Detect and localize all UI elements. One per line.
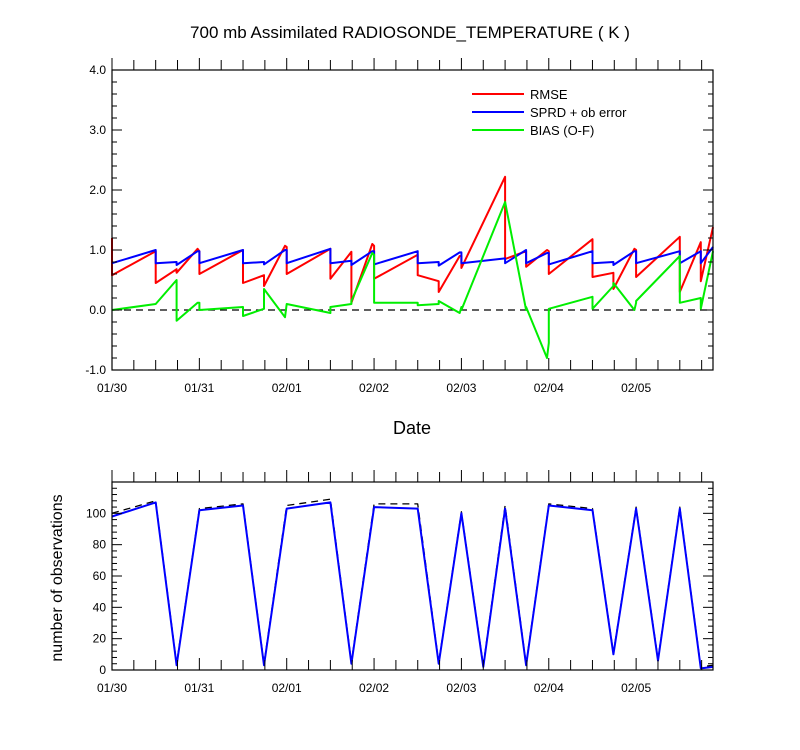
bot-x-tick-label: 02/01 (272, 681, 302, 695)
x-axis-title: Date (393, 418, 431, 438)
top-y-tick-label: 2.0 (89, 183, 106, 197)
bot-series-assimilated (111, 501, 714, 670)
bot-x-tick-label: 02/04 (534, 681, 564, 695)
top-x-tick-label: 02/05 (621, 381, 651, 395)
top-x-tick-label: 02/03 (446, 381, 476, 395)
bot-y-tick-label: 100 (86, 506, 106, 520)
bottom-chart-series-layer (111, 498, 714, 670)
top-x-tick-label: 02/04 (534, 381, 564, 395)
top-y-tick-label: 4.0 (89, 63, 106, 77)
top-x-tick-label: 02/02 (359, 381, 389, 395)
top-y-tick-label: 3.0 (89, 123, 106, 137)
top-series-bias-o-f (111, 201, 714, 359)
top-y-tick-label: 0.0 (89, 303, 106, 317)
top-series-rmse (111, 175, 714, 304)
bot-y-tick-label: 40 (93, 600, 107, 614)
bot-x-tick-label: 02/05 (621, 681, 651, 695)
rmse-bias-chart: 700 mb Assimilated RADIOSONDE_TEMPERATUR… (85, 23, 714, 438)
legend-label-rmse: RMSE (530, 87, 568, 102)
top-plot-frame (111, 69, 714, 371)
bot-y-tick-label: 60 (93, 569, 107, 583)
observations-chart: 0 20 40 60 80 100 01/30 01/31 02/01 02/02 02/03 02/… (49, 470, 714, 695)
bot-x-tick-label: 01/31 (184, 681, 214, 695)
top-series-sprd-ob-error (111, 246, 714, 267)
bot-x-tick-label: 02/02 (359, 681, 389, 695)
bot-series-possible (111, 498, 714, 668)
bot-y-tick-label: 80 (93, 538, 107, 552)
top-y-tick-label: -1.0 (85, 363, 106, 377)
bot-x-tick-label: 01/30 (97, 681, 127, 695)
top-x-tick-label: 01/30 (97, 381, 127, 395)
y-axis-title: number of observations (49, 494, 66, 661)
bot-x-tick-label: 02/03 (446, 681, 476, 695)
top-chart-ticks: -1.0 0.0 1.0 2.0 3.0 4.0 01/30 01/31 02/01 02/02 0… (85, 58, 713, 395)
top-y-tick-label: 1.0 (89, 243, 106, 257)
chart-title: 700 mb Assimilated RADIOSONDE_TEMPERATUR… (190, 23, 630, 42)
bottom-chart-ticks: 0 20 40 60 80 100 01/30 01/31 02/01 02/02 02/03 02/… (86, 470, 713, 695)
legend-label-sprd: SPRD + ob error (530, 105, 627, 120)
legend: RMSE SPRD + ob error BIAS (O-F) (472, 87, 627, 138)
top-x-tick-label: 02/01 (272, 381, 302, 395)
bot-y-tick-label: 20 (93, 632, 107, 646)
top-x-tick-label: 01/31 (184, 381, 214, 395)
legend-label-bias: BIAS (O-F) (530, 123, 594, 138)
bot-y-tick-label: 0 (99, 663, 106, 677)
top-chart-series-layer (111, 175, 714, 359)
